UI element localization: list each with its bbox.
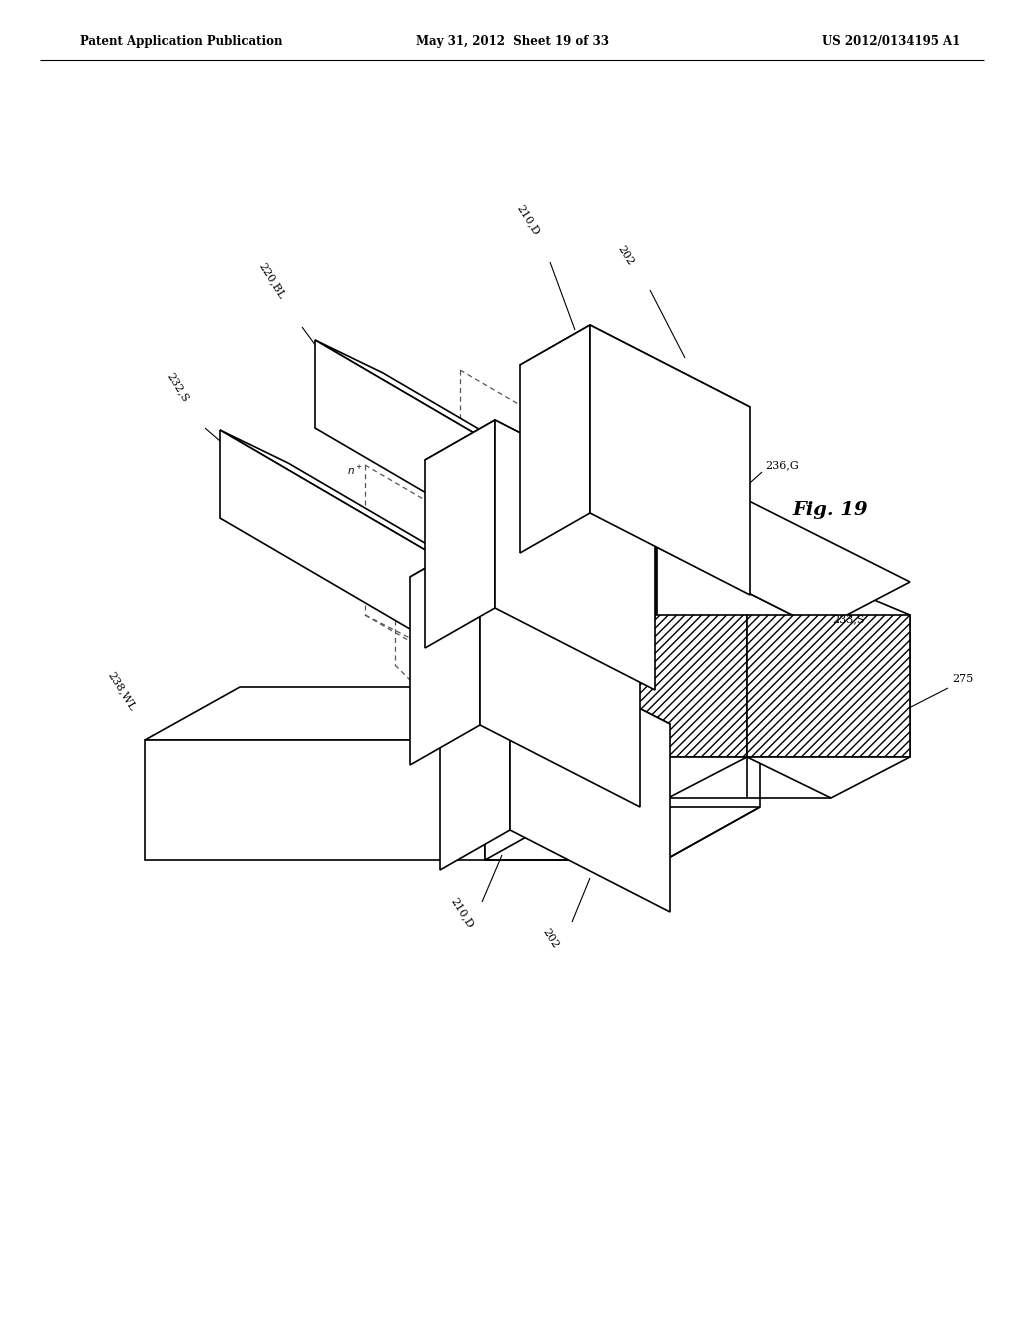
Text: 236,G: 236,G (765, 459, 799, 470)
Text: May 31, 2012  Sheet 19 of 33: May 31, 2012 Sheet 19 of 33 (416, 36, 608, 48)
Polygon shape (520, 325, 750, 447)
Polygon shape (746, 756, 910, 799)
Text: $n^+$: $n^+$ (627, 396, 643, 409)
Text: 220,BL: 220,BL (257, 260, 287, 300)
Polygon shape (485, 741, 665, 861)
Polygon shape (480, 537, 640, 807)
Polygon shape (315, 341, 655, 532)
Text: Patent Application Publication: Patent Application Publication (80, 36, 283, 48)
Text: $n^+$: $n^+$ (502, 793, 518, 807)
Text: 238,WL: 238,WL (106, 669, 138, 711)
Polygon shape (410, 537, 640, 659)
Polygon shape (587, 499, 655, 620)
Polygon shape (590, 615, 746, 756)
Text: $n^+$: $n^+$ (347, 463, 362, 477)
Polygon shape (425, 420, 495, 648)
Text: $n^+$: $n^+$ (520, 735, 536, 748)
Text: 232,S: 232,S (165, 371, 190, 404)
Polygon shape (315, 341, 587, 587)
Text: US 2012/0134195 A1: US 2012/0134195 A1 (821, 36, 961, 48)
Polygon shape (485, 686, 580, 861)
Polygon shape (590, 325, 750, 595)
Polygon shape (440, 642, 670, 764)
Polygon shape (492, 589, 560, 710)
Polygon shape (657, 500, 910, 630)
Text: 202: 202 (615, 244, 635, 267)
Polygon shape (520, 325, 590, 553)
Text: 233,S: 233,S (831, 614, 864, 624)
Text: $n^+$: $n^+$ (347, 548, 362, 561)
Polygon shape (440, 642, 510, 870)
Polygon shape (590, 756, 746, 799)
Text: 275: 275 (952, 675, 973, 684)
Polygon shape (495, 420, 655, 690)
Polygon shape (665, 686, 760, 861)
Text: $n^+$: $n^+$ (520, 603, 536, 616)
Polygon shape (485, 686, 760, 741)
Text: 202: 202 (540, 927, 560, 950)
Text: Fig. 19: Fig. 19 (793, 502, 867, 519)
Text: 210,D: 210,D (515, 203, 541, 238)
Polygon shape (220, 430, 492, 677)
Polygon shape (220, 430, 560, 622)
Text: $n^+$: $n^+$ (532, 486, 548, 499)
Polygon shape (746, 615, 910, 756)
Polygon shape (145, 686, 580, 741)
Polygon shape (410, 537, 480, 766)
Polygon shape (510, 642, 670, 912)
Polygon shape (657, 546, 820, 756)
Polygon shape (145, 741, 485, 861)
Polygon shape (425, 420, 655, 543)
Polygon shape (587, 546, 657, 715)
Text: 210,D: 210,D (449, 896, 475, 931)
Polygon shape (587, 546, 820, 669)
